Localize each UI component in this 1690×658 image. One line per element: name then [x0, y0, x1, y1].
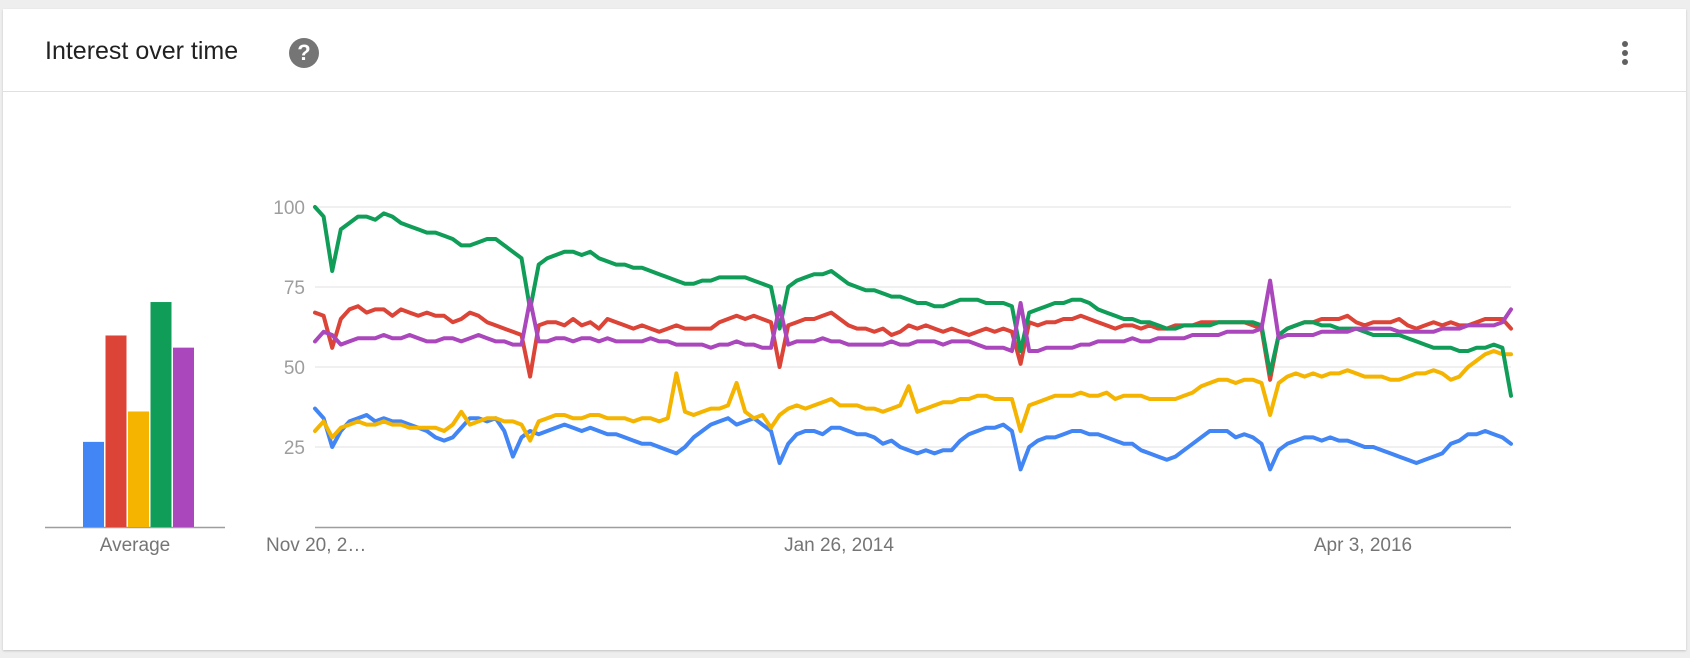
x-tick-label: Nov 20, 2…: [266, 535, 366, 556]
average-label: Average: [100, 535, 170, 556]
y-tick-label: 25: [284, 438, 305, 459]
average-bar: [106, 335, 127, 527]
average-bar: [128, 411, 149, 527]
average-bar: [173, 348, 194, 527]
interest-over-time-card: Interest over time ? Average 25 50 75 100 Nov…: [3, 9, 1686, 650]
average-bar: [151, 302, 172, 527]
series-line-3: [315, 351, 1511, 441]
interest-chart: Average 25 50 75 100 Nov 20, 2… Jan 26, 2014 Ap…: [3, 9, 1686, 650]
average-bar: [83, 442, 104, 527]
y-tick-label: 75: [284, 278, 305, 299]
series-line-5: [315, 281, 1511, 351]
x-tick-label: Apr 3, 2016: [1314, 535, 1412, 556]
y-tick-label: 50: [284, 358, 305, 379]
x-tick-label: Jan 26, 2014: [784, 535, 894, 556]
y-tick-label: 100: [273, 198, 305, 219]
